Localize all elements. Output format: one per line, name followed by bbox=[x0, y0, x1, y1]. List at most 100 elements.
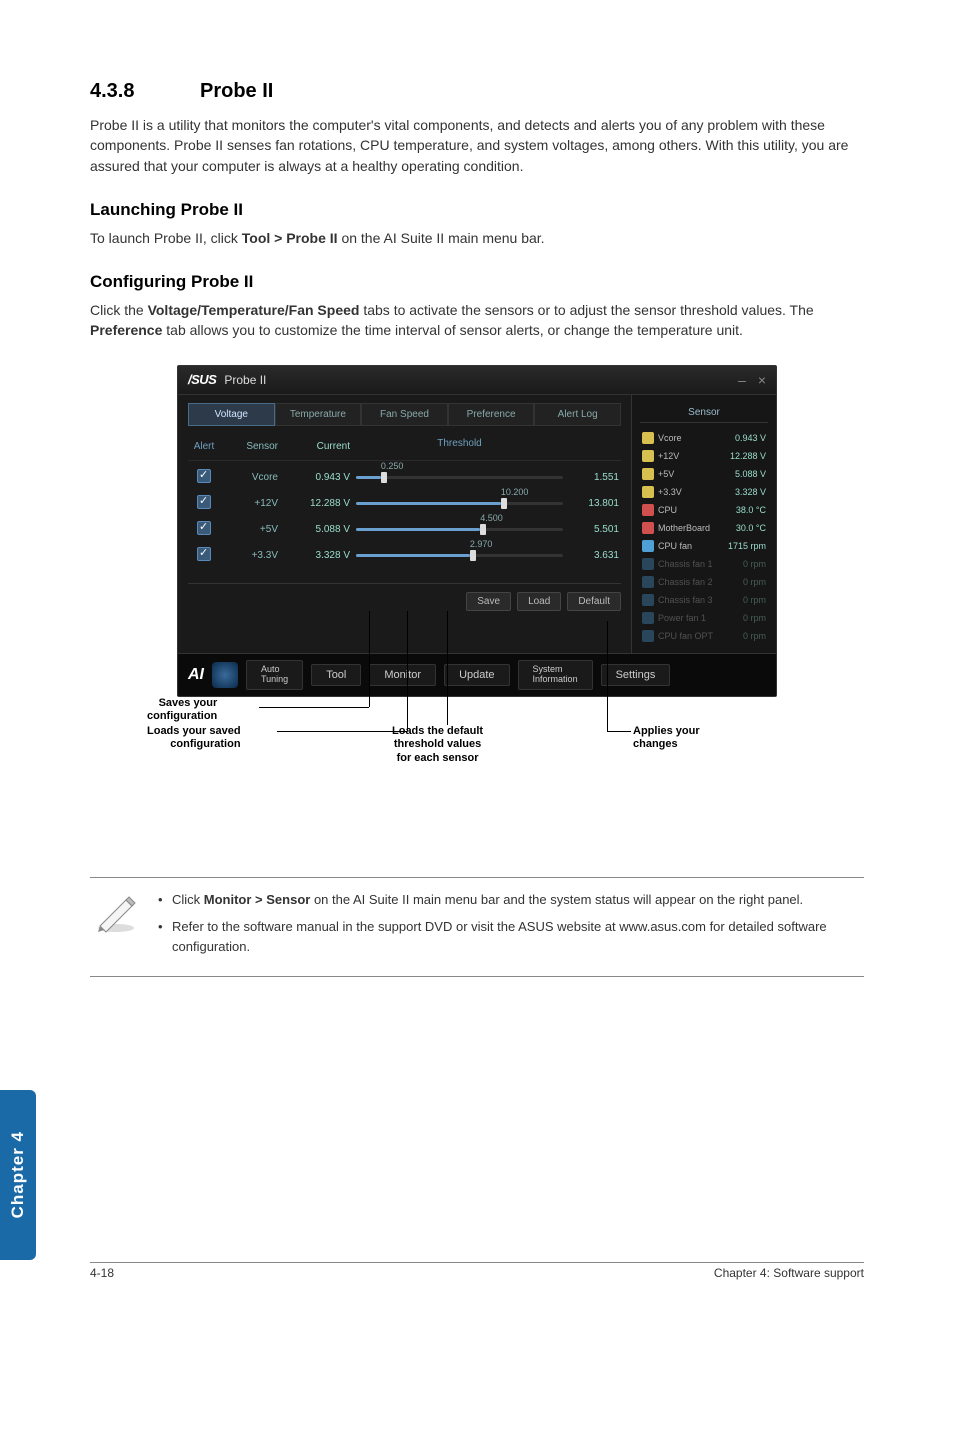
slider-handle[interactable] bbox=[480, 524, 486, 535]
tab-preference[interactable]: Preference bbox=[448, 403, 535, 426]
sensor-type-icon bbox=[642, 468, 654, 480]
alert-checkbox[interactable] bbox=[197, 495, 211, 509]
tab-alertlog[interactable]: Alert Log bbox=[534, 403, 621, 426]
ai-logo: AI bbox=[188, 666, 204, 684]
slider-fill bbox=[356, 502, 501, 505]
monitor-button[interactable]: Monitor bbox=[369, 664, 436, 686]
sidebar-item-value: 30.0 °C bbox=[736, 523, 766, 533]
slider-handle[interactable] bbox=[501, 498, 507, 509]
section-heading: 4.3.8Probe II bbox=[90, 80, 864, 103]
threshold-slider[interactable]: 0.250 bbox=[356, 469, 563, 487]
load-button[interactable]: Load bbox=[517, 592, 561, 611]
alert-checkbox[interactable] bbox=[197, 547, 211, 561]
sidebar-item-value: 3.328 V bbox=[735, 487, 766, 497]
sidebar: Sensor Vcore0.943 V+12V12.288 V+5V5.088 … bbox=[631, 395, 776, 653]
minimize-button[interactable]: – bbox=[738, 372, 746, 388]
config-text: Click the Voltage/Temperature/Fan Speed … bbox=[90, 300, 864, 341]
slider-handle[interactable] bbox=[381, 472, 387, 483]
sidebar-item-name: CPU fan OPT bbox=[658, 631, 743, 641]
alert-checkbox[interactable] bbox=[197, 521, 211, 535]
launch-text-pre: To launch Probe II, click bbox=[90, 230, 242, 246]
sidebar-item-name: Chassis fan 2 bbox=[658, 577, 743, 587]
tool-button[interactable]: Tool bbox=[311, 664, 361, 686]
sidebar-sensor-item: CPU fan1715 rpm bbox=[640, 537, 768, 555]
sidebar-item-value: 0 rpm bbox=[743, 595, 766, 605]
sidebar-item-name: CPU bbox=[658, 505, 736, 515]
callout-loads-default: Loads the default threshold values for e… bbox=[392, 725, 483, 766]
sensor-current: 5.088 V bbox=[290, 524, 350, 535]
footer-chapter: Chapter 4: Software support bbox=[714, 1266, 864, 1280]
note1-post: on the AI Suite II main menu bar and the… bbox=[310, 892, 803, 907]
threshold-slider[interactable]: 10.200 bbox=[356, 495, 563, 513]
window-body: Voltage Temperature Fan Speed Preference… bbox=[178, 395, 776, 653]
probe-window: /SUS Probe II – × Voltage Temperature Fa… bbox=[177, 365, 777, 697]
sidebar-item-value: 0 rpm bbox=[743, 577, 766, 587]
threshold-value: 1.551 bbox=[569, 472, 619, 483]
intro-paragraph: Probe II is a utility that monitors the … bbox=[90, 115, 864, 176]
col-sensor-header: Sensor bbox=[224, 441, 284, 452]
close-button[interactable]: × bbox=[758, 372, 766, 388]
sensor-row: +12V12.288 V10.20013.801 bbox=[188, 491, 621, 517]
threshold-slider[interactable]: 2.970 bbox=[356, 547, 563, 565]
threshold-slider[interactable]: 4.500 bbox=[356, 521, 563, 539]
callout-saves: Saves your configuration bbox=[147, 697, 217, 725]
sensor-type-icon bbox=[642, 630, 654, 642]
sensor-current: 12.288 V bbox=[290, 498, 350, 509]
pencil-icon bbox=[94, 890, 138, 934]
sidebar-item-value: 0 rpm bbox=[743, 613, 766, 623]
chapter-side-tab-text: Chapter 4 bbox=[8, 1131, 28, 1218]
chapter-side-tab: Chapter 4 bbox=[0, 1090, 36, 1260]
slider-track bbox=[356, 476, 563, 479]
note-item-2: Refer to the software manual in the supp… bbox=[172, 917, 860, 956]
col-alert-header: Alert bbox=[190, 441, 218, 452]
save-button[interactable]: Save bbox=[466, 592, 511, 611]
section-number: 4.3.8 bbox=[90, 80, 200, 103]
sensor-current: 0.943 V bbox=[290, 472, 350, 483]
callout-line bbox=[259, 707, 369, 708]
sidebar-item-value: 0 rpm bbox=[743, 559, 766, 569]
sidebar-sensor-item: MotherBoard30.0 °C bbox=[640, 519, 768, 537]
note1-bold: Monitor > Sensor bbox=[204, 892, 311, 907]
sensor-type-icon bbox=[642, 540, 654, 552]
auto-tuning-button[interactable]: Auto Tuning bbox=[246, 660, 303, 690]
sidebar-item-name: CPU fan bbox=[658, 541, 728, 551]
launch-text-bold: Tool > Probe II bbox=[242, 230, 338, 246]
sidebar-item-name: Chassis fan 3 bbox=[658, 595, 743, 605]
sidebar-item-value: 38.0 °C bbox=[736, 505, 766, 515]
sensor-type-icon bbox=[642, 612, 654, 624]
main-panel: Voltage Temperature Fan Speed Preference… bbox=[178, 395, 631, 653]
alert-checkbox[interactable] bbox=[197, 469, 211, 483]
slider-handle[interactable] bbox=[470, 550, 476, 561]
note-list: Click Monitor > Sensor on the AI Suite I… bbox=[158, 890, 860, 965]
sidebar-sensor-item: Vcore0.943 V bbox=[640, 429, 768, 447]
callout-line bbox=[277, 731, 407, 732]
sidebar-sensor-item: CPU38.0 °C bbox=[640, 501, 768, 519]
col-threshold-header: Threshold bbox=[356, 438, 563, 456]
bottom-buttons: Save Load Default bbox=[188, 583, 621, 611]
sensor-row: +5V5.088 V4.5005.501 bbox=[188, 517, 621, 543]
sensor-type-icon bbox=[642, 558, 654, 570]
sensor-type-icon bbox=[642, 594, 654, 606]
config-text-bold1: Voltage/Temperature/Fan Speed bbox=[148, 302, 360, 318]
tab-fanspeed[interactable]: Fan Speed bbox=[361, 403, 448, 426]
tab-voltage[interactable]: Voltage bbox=[188, 403, 275, 426]
note-item-1: Click Monitor > Sensor on the AI Suite I… bbox=[172, 890, 860, 910]
settings-button[interactable]: Settings bbox=[601, 664, 671, 686]
config-text-post: tab allows you to customize the time int… bbox=[162, 322, 743, 338]
sensor-name: +5V bbox=[224, 524, 284, 535]
sensor-row: +3.3V3.328 V2.9703.631 bbox=[188, 543, 621, 569]
note1-pre: Click bbox=[172, 892, 204, 907]
callouts: Saves your configuration Loads your save… bbox=[177, 707, 777, 807]
app-bar: AI Auto Tuning Tool Monitor Update Syste… bbox=[178, 653, 776, 696]
slider-fill bbox=[356, 476, 381, 479]
sensor-row: Vcore 0.943 V 0.250 1.551 bbox=[188, 465, 621, 491]
default-button[interactable]: Default bbox=[567, 592, 621, 611]
sensor-name: Vcore bbox=[224, 472, 284, 483]
config-text-bold2: Preference bbox=[90, 322, 162, 338]
update-button[interactable]: Update bbox=[444, 664, 509, 686]
callout-line bbox=[607, 731, 631, 732]
sidebar-sensor-item: +12V12.288 V bbox=[640, 447, 768, 465]
sysinfo-button[interactable]: System Information bbox=[518, 660, 593, 690]
tab-temperature[interactable]: Temperature bbox=[275, 403, 362, 426]
sidebar-item-name: +3.3V bbox=[658, 487, 735, 497]
